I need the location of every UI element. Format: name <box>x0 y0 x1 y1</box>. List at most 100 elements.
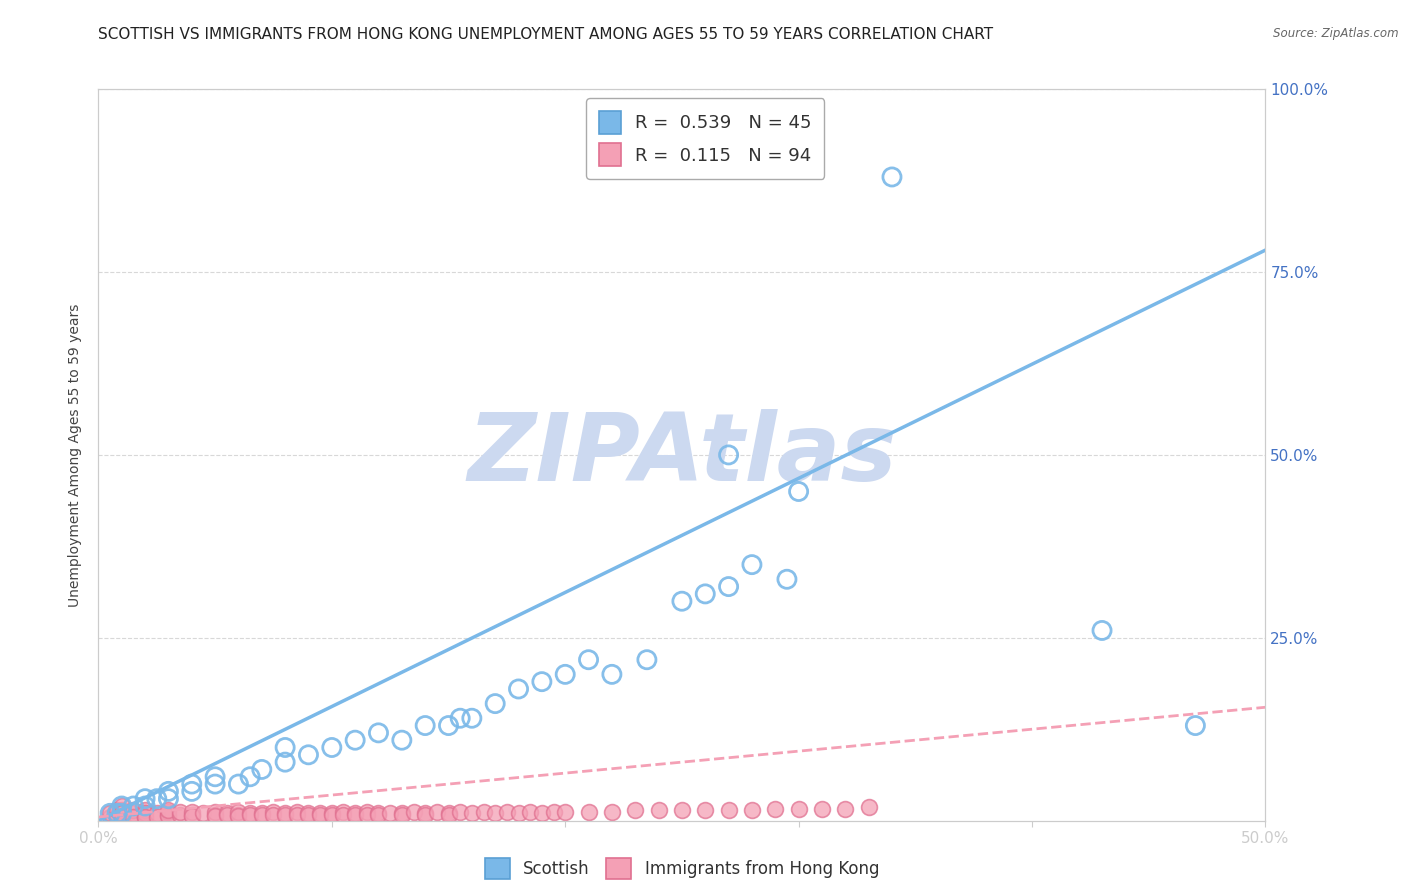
Point <box>134 803 156 817</box>
Point <box>215 807 238 822</box>
Point <box>193 806 215 821</box>
Point <box>134 806 156 821</box>
Point <box>157 805 180 819</box>
Point <box>180 807 202 822</box>
Point <box>262 805 284 819</box>
Point <box>134 810 156 824</box>
Point <box>1091 624 1114 638</box>
Point <box>111 806 134 821</box>
Point <box>122 810 145 824</box>
Point <box>600 805 623 819</box>
Point <box>98 806 121 821</box>
Point <box>309 807 332 822</box>
Point <box>332 807 354 822</box>
Point <box>321 740 343 755</box>
Point <box>671 594 693 608</box>
Point <box>274 755 297 769</box>
Point <box>461 711 484 725</box>
Point <box>285 805 308 819</box>
Point <box>717 580 740 594</box>
Point <box>776 572 799 586</box>
Point <box>391 733 413 747</box>
Point <box>437 807 460 822</box>
Point <box>378 806 402 821</box>
Point <box>122 806 145 821</box>
Point <box>111 806 134 821</box>
Point <box>543 805 565 819</box>
Point <box>98 806 121 821</box>
Point <box>695 587 717 601</box>
Point <box>122 803 145 817</box>
Point <box>530 674 553 689</box>
Point <box>285 807 308 822</box>
Text: Source: ZipAtlas.com: Source: ZipAtlas.com <box>1274 27 1399 40</box>
Point <box>297 807 319 822</box>
Point <box>98 810 121 824</box>
Point <box>146 810 169 824</box>
Point <box>356 805 378 819</box>
Point <box>157 791 180 805</box>
Point <box>122 799 145 814</box>
Point <box>239 806 262 821</box>
Point <box>215 806 238 821</box>
Point <box>321 807 343 822</box>
Point <box>180 805 202 819</box>
Point <box>134 810 156 824</box>
Point <box>309 806 332 821</box>
Point <box>105 810 128 824</box>
Point <box>578 653 600 667</box>
Point <box>741 804 763 818</box>
Point <box>169 805 191 819</box>
Point <box>180 809 202 823</box>
Point <box>262 807 284 822</box>
Point <box>180 777 202 791</box>
Point <box>787 802 810 816</box>
Point <box>554 805 576 819</box>
Point <box>717 448 740 462</box>
Point <box>811 802 834 816</box>
Point <box>204 809 226 823</box>
Point <box>204 777 226 791</box>
Point <box>297 806 319 821</box>
Point <box>717 804 740 818</box>
Point <box>332 805 354 819</box>
Point <box>297 747 319 762</box>
Point <box>250 806 273 821</box>
Point <box>146 806 169 821</box>
Point <box>413 807 436 822</box>
Point <box>834 802 856 816</box>
Point <box>274 740 297 755</box>
Point <box>157 784 180 798</box>
Point <box>111 799 134 814</box>
Point <box>146 791 169 805</box>
Point <box>461 806 484 821</box>
Point <box>600 667 623 681</box>
Point <box>741 558 763 572</box>
Point <box>344 806 367 821</box>
Point <box>437 718 460 732</box>
Point <box>1184 718 1206 732</box>
Point <box>111 799 134 814</box>
Point <box>111 806 134 821</box>
Point <box>228 809 250 823</box>
Point <box>228 777 250 791</box>
Point <box>274 807 297 822</box>
Point <box>250 763 273 777</box>
Point <box>508 681 530 696</box>
Point <box>250 807 273 822</box>
Point <box>519 805 541 819</box>
Point <box>157 807 180 822</box>
Point <box>157 809 180 823</box>
Point <box>111 810 134 824</box>
Point <box>367 726 389 740</box>
Text: SCOTTISH VS IMMIGRANTS FROM HONG KONG UNEMPLOYMENT AMONG AGES 55 TO 59 YEARS COR: SCOTTISH VS IMMIGRANTS FROM HONG KONG UN… <box>98 27 994 42</box>
Point <box>391 807 413 822</box>
Point <box>344 733 367 747</box>
Point <box>391 806 413 821</box>
Point <box>880 169 903 184</box>
Point <box>367 806 389 821</box>
Point <box>239 807 262 822</box>
Point <box>169 807 191 822</box>
Point <box>111 803 134 817</box>
Text: ZIPAtlas: ZIPAtlas <box>467 409 897 501</box>
